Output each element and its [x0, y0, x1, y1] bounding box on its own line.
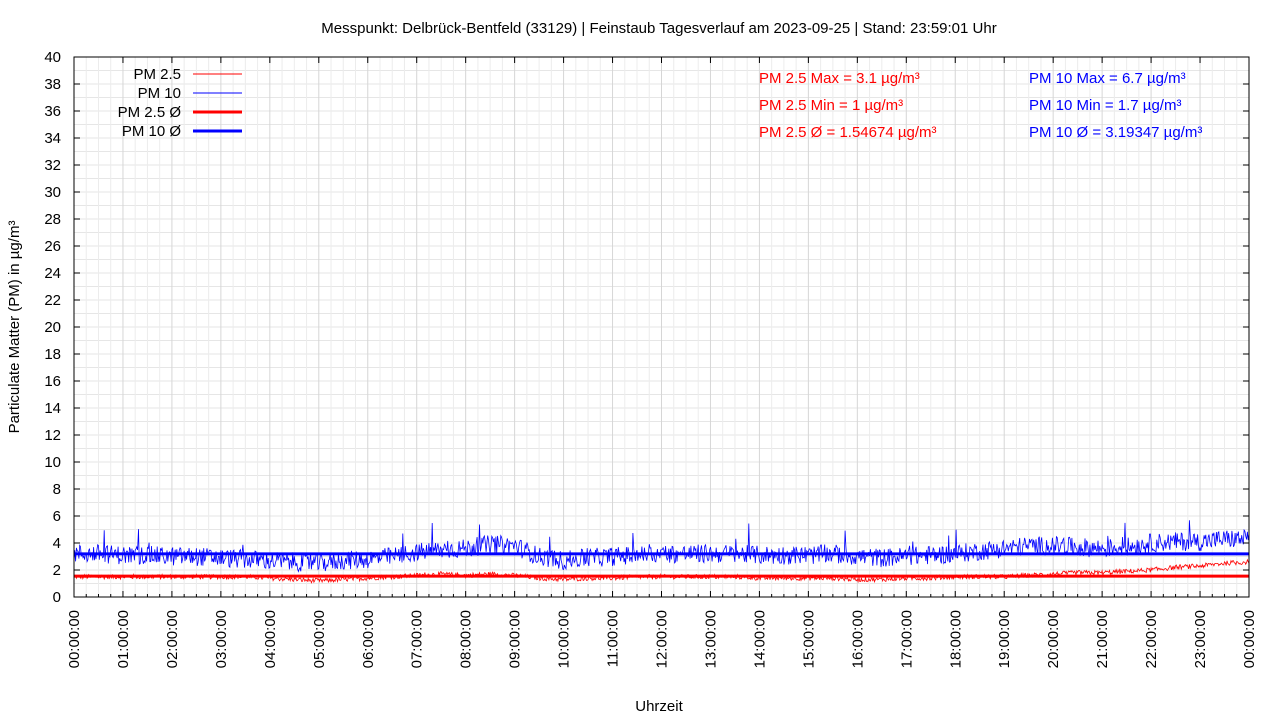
y-tick-label: 28: [44, 211, 61, 228]
x-tick-labels: 00:00:00 01:00:00 02:00:00 03:00:00 04:00:00…: [66, 610, 1258, 668]
x-tick-label: 22:00:00: [1143, 610, 1160, 668]
x-tick-label: 15:00:00: [800, 610, 817, 668]
x-tick-label: 20:00:00: [1045, 610, 1062, 668]
x-tick-label: 21:00:00: [1094, 610, 1111, 668]
x-tick-label: 23:00:00: [1192, 610, 1209, 668]
pm25-min-annotation: PM 2.5 Min = 1 µg/m³: [759, 97, 903, 114]
legend-label-pm25: PM 2.5: [133, 66, 181, 83]
y-tick-label: 26: [44, 238, 61, 255]
y-tick-label: 2: [53, 562, 61, 579]
x-tick-label: 18:00:00: [947, 610, 964, 668]
x-tick-label: 12:00:00: [654, 610, 671, 668]
y-tick-label: 40: [44, 49, 61, 66]
series-lines: [73, 520, 1250, 584]
x-tick-label: 08:00:00: [458, 610, 475, 668]
y-tick-label: 34: [44, 130, 61, 147]
legend-label-pm10: PM 10: [138, 85, 181, 102]
pm10-max-annotation: PM 10 Max = 6.7 µg/m³: [1029, 70, 1186, 87]
pm10-min-annotation: PM 10 Min = 1.7 µg/m³: [1029, 97, 1181, 114]
y-tick-label: 16: [44, 373, 61, 390]
ticks: [73, 56, 1250, 598]
y-tick-label: 10: [44, 454, 61, 471]
x-tick-label: 00:00:00: [66, 610, 83, 668]
x-tick-label: 10:00:00: [556, 610, 573, 668]
x-tick-label: 03:00:00: [213, 610, 230, 668]
y-tick-label: 22: [44, 292, 61, 309]
stats-annotations: PM 2.5 Max = 3.1 µg/m³ PM 2.5 Min = 1 µg…: [759, 70, 1202, 141]
x-tick-label: 19:00:00: [996, 610, 1013, 668]
y-tick-label: 18: [44, 346, 61, 363]
legend-label-pm10-avg: PM 10 Ø: [122, 123, 182, 140]
pm25-avg-annotation: PM 2.5 Ø = 1.54674 µg/m³: [759, 124, 936, 141]
x-tick-label: 05:00:00: [311, 610, 328, 668]
x-tick-label: 00:00:00: [1241, 610, 1258, 668]
y-tick-label: 12: [44, 427, 61, 444]
y-tick-label: 24: [44, 265, 61, 282]
y-tick-label: 20: [44, 319, 61, 336]
chart-title: Messpunkt: Delbrück-Bentfeld (33129) | F…: [321, 20, 996, 37]
x-tick-label: 04:00:00: [262, 610, 279, 668]
y-tick-label: 30: [44, 184, 61, 201]
x-tick-label: 13:00:00: [702, 610, 719, 668]
legend-label-pm25-avg: PM 2.5 Ø: [118, 104, 182, 121]
y-tick-label: 32: [44, 157, 61, 174]
x-tick-label: 06:00:00: [360, 610, 377, 668]
x-tick-label: 16:00:00: [849, 610, 866, 668]
pm10-avg-annotation: PM 10 Ø = 3.19347 µg/m³: [1029, 124, 1202, 141]
y-tick-label: 6: [53, 508, 61, 525]
y-tick-label: 0: [53, 589, 61, 606]
y-tick-label: 14: [44, 400, 61, 417]
x-axis-label: Uhrzeit: [635, 698, 683, 715]
series-line-pm10: [73, 520, 1250, 573]
x-tick-label: 14:00:00: [751, 610, 768, 668]
x-tick-label: 07:00:00: [409, 610, 426, 668]
y-tick-label: 8: [53, 481, 61, 498]
pm25-max-annotation: PM 2.5 Max = 3.1 µg/m³: [759, 70, 920, 87]
y-axis-label: Particulate Matter (PM) in µg/m³: [6, 221, 23, 434]
y-tick-label: 36: [44, 103, 61, 120]
legend: PM 2.5 PM 10 PM 2.5 Ø PM 10 Ø: [118, 66, 242, 140]
x-tick-label: 17:00:00: [898, 610, 915, 668]
y-tick-label: 38: [44, 76, 61, 93]
x-tick-label: 11:00:00: [605, 610, 622, 667]
x-tick-label: 01:00:00: [115, 610, 132, 668]
x-tick-label: 02:00:00: [164, 610, 181, 668]
y-tick-label: 4: [53, 535, 61, 552]
x-tick-label: 09:00:00: [507, 610, 524, 668]
